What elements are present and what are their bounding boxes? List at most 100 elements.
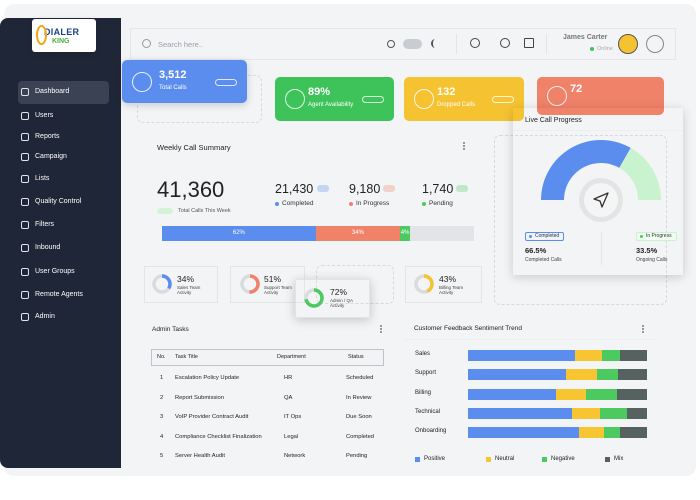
summary-label: In Progress (356, 200, 390, 208)
nav-item[interactable]: Campaign (35, 152, 67, 160)
header-bar card (130, 28, 676, 60)
sentiment-segment (468, 407, 572, 419)
divider (405, 339, 656, 340)
nav-item[interactable]: Dashboard (35, 87, 70, 95)
table-cell: VoIP Provider Contract Audit (175, 413, 249, 420)
category-label: Sales (415, 351, 431, 358)
nav-icon (21, 313, 29, 321)
nav-item[interactable]: User Groups (35, 267, 75, 275)
placeholder (316, 265, 394, 304)
nav-item[interactable]: Remote Agents (35, 290, 83, 298)
menu-dots[interactable] (642, 325, 644, 333)
search-icon[interactable] (142, 39, 151, 48)
nav-icon (21, 175, 29, 183)
table-cell: In Review (346, 394, 372, 401)
theme-light-icon[interactable] (387, 40, 395, 48)
nav-item[interactable]: Lists (35, 174, 50, 182)
activity-name: Billing Team Activity (439, 285, 464, 295)
nav-active (18, 81, 109, 104)
summary-value: 21,430 (275, 181, 314, 196)
nav-item[interactable]: Users (35, 111, 54, 119)
sentiment-segment (468, 349, 576, 361)
activity-card card (230, 266, 305, 303)
sentiment-segment (616, 388, 647, 400)
support-icon[interactable] (470, 38, 480, 48)
stat-label: Dropped Calls (437, 102, 476, 109)
legend-label: Mix (614, 456, 624, 463)
segment-caption: Ongoing Calls (636, 257, 668, 263)
notification-icon[interactable] (500, 38, 510, 48)
settings-icon[interactable] (646, 35, 664, 53)
table-column-header: Task Title (175, 353, 198, 360)
stat-label: Total Calls (159, 84, 187, 91)
nav-icon (21, 291, 29, 299)
legend-label: Negative (551, 456, 575, 463)
nav-icon (21, 221, 29, 229)
summary-label: Pending (429, 200, 453, 208)
table-cell: Compliance Checklist Finalization (175, 433, 262, 440)
nav-item[interactable]: Reports (35, 132, 60, 140)
card-title: Customer Feedback Sentiment Trend (414, 325, 523, 333)
placeholder (494, 135, 667, 305)
nav-item[interactable]: Admin (35, 312, 55, 320)
sentiment-segment (602, 349, 621, 361)
nav-item[interactable]: Filters (35, 220, 55, 228)
logo-text: KING (52, 37, 70, 45)
total-calls: 41,360 (157, 176, 225, 202)
table-cell: 2 (160, 394, 164, 401)
nav-icon (21, 112, 29, 120)
sentiment-segment (627, 407, 647, 419)
activity-value: 51% (264, 273, 282, 284)
sentiment-segment (620, 349, 647, 361)
activity-value: 34% (177, 273, 195, 284)
sentiment-segment (618, 368, 647, 380)
legend-dot (640, 235, 643, 238)
segment-value: 33.5% (636, 245, 658, 255)
legend-swatch (486, 457, 491, 462)
table-column-header: Department (277, 353, 306, 360)
activity-value: 72% (330, 286, 348, 297)
total-label: Total Calls This Week (178, 207, 231, 214)
card-title: Admin Tasks (152, 326, 189, 334)
legend-label: Positive (424, 456, 446, 463)
activity-name: Support Team Activity (264, 285, 292, 295)
summary-dot (422, 202, 426, 206)
table-cell: Pending (346, 452, 368, 459)
progress-segment (162, 226, 316, 241)
table-column-header: Status (348, 353, 364, 360)
nav-icon (21, 88, 29, 96)
table-cell: 3 (160, 413, 164, 420)
activity-name: Admin / QA Activity (330, 298, 353, 308)
table-cell: Completed (346, 433, 375, 440)
stat-value: 132 (437, 86, 456, 99)
table-header (151, 349, 384, 366)
menu-dots[interactable] (380, 325, 382, 333)
legend-swatch (415, 457, 420, 462)
nav-icon (21, 198, 29, 206)
summary-badge (383, 185, 395, 192)
theme-toggle[interactable] (403, 39, 422, 49)
stat-pill (362, 96, 384, 103)
nav-item[interactable]: Quality Control (35, 197, 82, 205)
stat-value: 72 (570, 83, 583, 96)
nav-icon (21, 244, 29, 252)
menu-dots[interactable] (463, 142, 465, 150)
avatar[interactable] (618, 34, 638, 54)
stat-value: 89% (308, 86, 331, 99)
stat-pill (215, 78, 237, 86)
search-input[interactable]: Search here.. (158, 39, 204, 49)
sentiment-segment (604, 426, 621, 438)
sentiment-segment (566, 368, 597, 380)
nav-item[interactable]: Inbound (35, 243, 61, 251)
theme-dark-icon[interactable] (431, 39, 439, 48)
table-cell: HR (284, 374, 293, 381)
summary-dot (275, 202, 279, 206)
divider (601, 232, 602, 265)
table-cell: Network (284, 452, 306, 459)
segment-caption: Completed Calls (525, 257, 562, 263)
segment-label: 62% (232, 230, 245, 236)
message-icon[interactable] (524, 38, 534, 48)
separator (456, 34, 457, 54)
legend-pill: Completed (525, 232, 565, 241)
stat-value: 3,512 (159, 68, 187, 81)
